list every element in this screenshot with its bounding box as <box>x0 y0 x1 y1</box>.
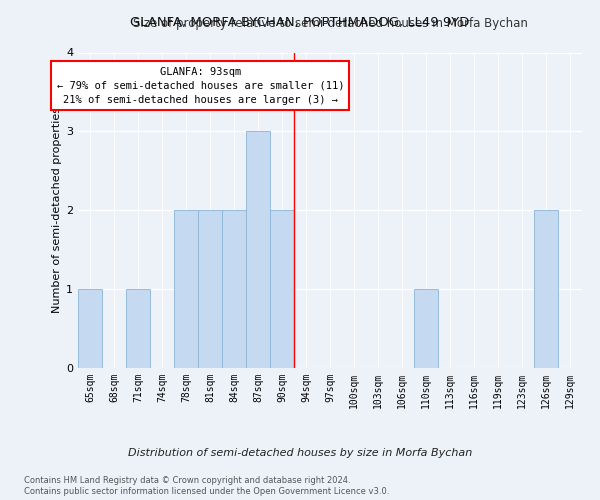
Text: Distribution of semi-detached houses by size in Morfa Bychan: Distribution of semi-detached houses by … <box>128 448 472 458</box>
Bar <box>78 289 102 368</box>
Bar <box>126 289 150 368</box>
Bar <box>270 210 294 368</box>
Bar <box>534 210 558 368</box>
Text: GLANFA, MORFA BYCHAN, PORTHMADOG, LL49 9YD: GLANFA, MORFA BYCHAN, PORTHMADOG, LL49 9… <box>130 16 470 29</box>
Text: GLANFA: 93sqm
← 79% of semi-detached houses are smaller (11)
21% of semi-detache: GLANFA: 93sqm ← 79% of semi-detached hou… <box>56 66 344 104</box>
Y-axis label: Number of semi-detached properties: Number of semi-detached properties <box>52 107 62 313</box>
Bar <box>222 210 246 368</box>
Bar <box>174 210 198 368</box>
Bar <box>246 131 270 368</box>
Text: Contains HM Land Registry data © Crown copyright and database right 2024.: Contains HM Land Registry data © Crown c… <box>24 476 350 485</box>
Text: Contains public sector information licensed under the Open Government Licence v3: Contains public sector information licen… <box>24 486 389 496</box>
Bar <box>414 289 438 368</box>
Bar <box>198 210 222 368</box>
Title: Size of property relative to semi-detached houses in Morfa Bychan: Size of property relative to semi-detach… <box>133 18 527 30</box>
